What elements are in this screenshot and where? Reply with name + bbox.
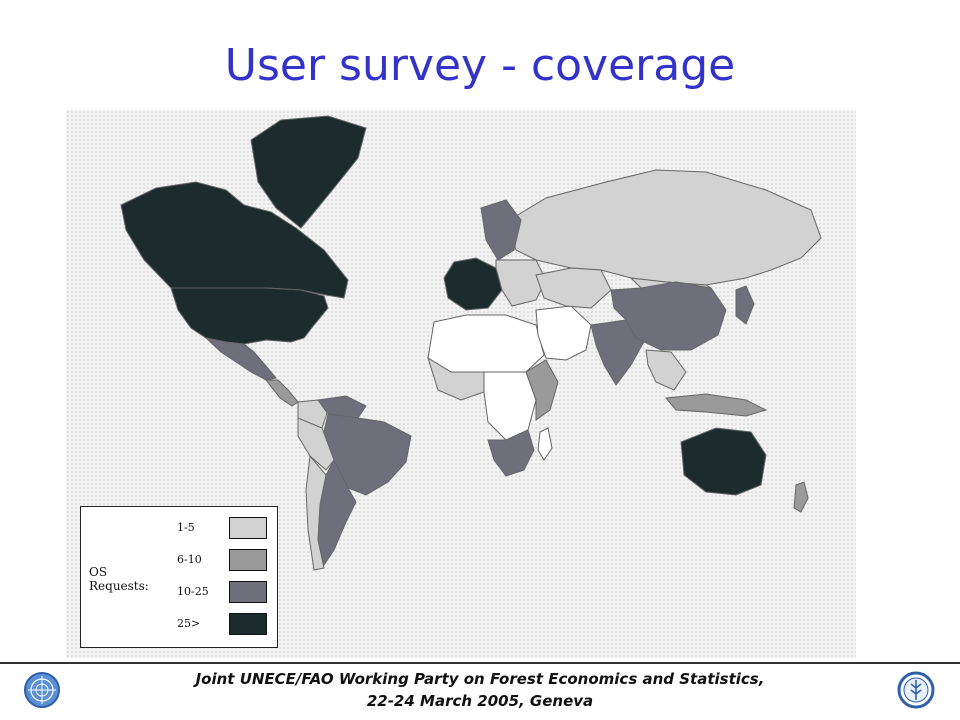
legend-label: 6-10 [177,553,202,566]
region-western-europe [443,257,503,311]
region-madagascar [537,427,553,461]
region-united-states [170,287,329,345]
region-central-america [264,379,299,407]
region-scandinavia [480,199,522,261]
region-peru [297,417,335,471]
legend-label: 1-5 [177,521,195,534]
region-australia [680,427,767,496]
fao-emblem-icon [896,670,936,710]
region-russia [505,169,822,286]
region-mongolia [629,277,712,289]
legend-title: OS Requests: [89,565,149,593]
region-east-africa [525,359,559,421]
footer-line-2: 22-24 March 2005, Geneva [366,692,594,710]
legend-swatch [229,517,267,539]
legend-item: 1-5 [177,517,271,539]
world-map-panel: OS Requests: 1-5 6-10 10-25 25> [66,110,856,658]
region-venezuela [317,395,367,419]
legend-swatch [229,549,267,571]
region-new-zealand [793,481,809,513]
region-greenland [250,115,367,229]
region-indonesia [665,393,768,417]
map-legend: OS Requests: 1-5 6-10 10-25 25> [80,506,278,648]
region-north-africa [427,314,545,373]
legend-item: 10-25 [177,581,271,603]
region-middle-east [535,305,592,361]
slide-title: User survey - coverage [224,40,736,91]
legend-item: 25> [177,613,271,635]
legend-label: 25> [177,617,201,630]
region-southeast-asia [645,349,687,391]
region-mexico [204,337,277,381]
legend-swatch [229,581,267,603]
region-southern-africa [487,429,535,477]
region-eastern-europe [495,259,547,307]
footer-line-1: Joint UNECE/FAO Working Party on Forest … [195,670,765,688]
world-map [120,115,822,571]
un-emblem-icon [22,670,62,710]
region-chile [305,454,327,571]
footer-divider [0,662,960,664]
region-central-asia [535,267,612,309]
legend-swatch [229,613,267,635]
legend-label: 10-25 [177,585,209,598]
region-japan [735,285,755,325]
legend-item: 6-10 [177,549,271,571]
